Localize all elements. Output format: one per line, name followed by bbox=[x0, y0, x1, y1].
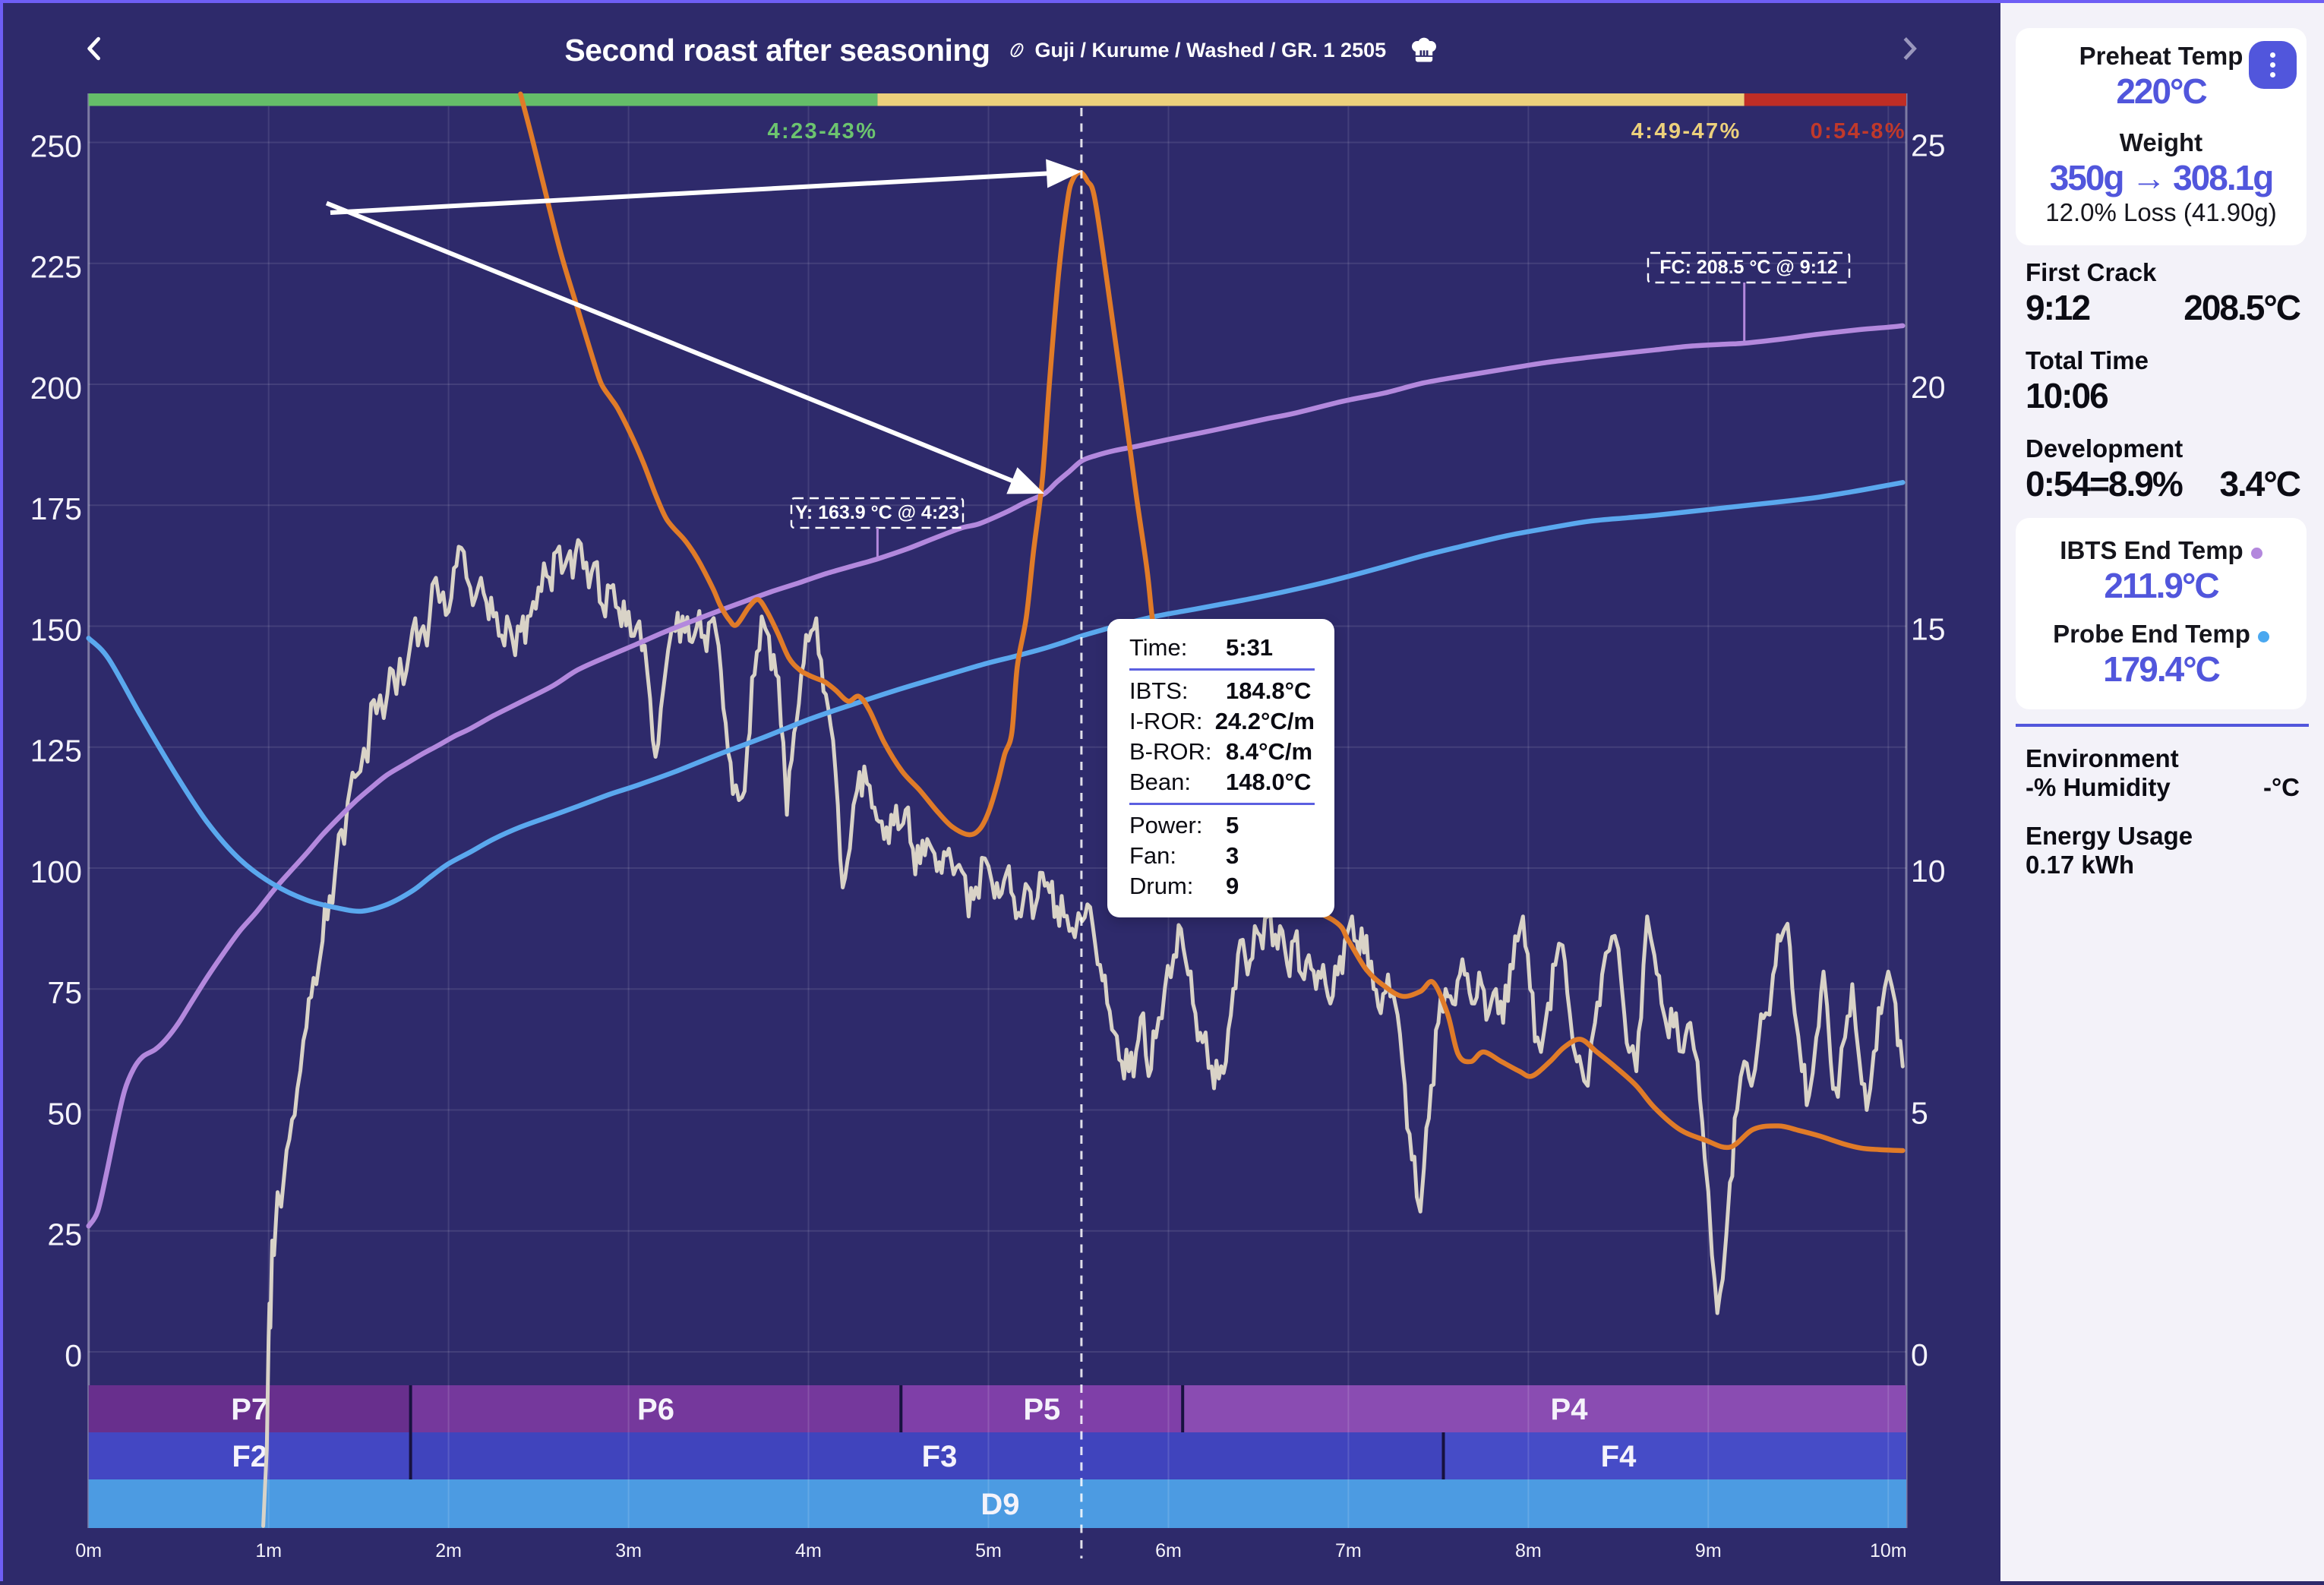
svg-text:20: 20 bbox=[1911, 370, 1946, 405]
svg-text:225: 225 bbox=[30, 250, 82, 285]
svg-text:15: 15 bbox=[1911, 611, 1946, 646]
svg-text:125: 125 bbox=[30, 734, 82, 769]
svg-text:4:23-43%: 4:23-43% bbox=[767, 119, 877, 144]
svg-text:0:54-8%: 0:54-8% bbox=[1811, 119, 1906, 144]
svg-text:8m: 8m bbox=[1515, 1540, 1542, 1561]
svg-text:2m: 2m bbox=[435, 1540, 462, 1561]
svg-text:F2: F2 bbox=[232, 1440, 267, 1473]
svg-text:10: 10 bbox=[1911, 854, 1946, 889]
svg-text:25: 25 bbox=[47, 1217, 82, 1252]
svg-text:175: 175 bbox=[30, 491, 82, 526]
svg-text:7m: 7m bbox=[1335, 1540, 1362, 1561]
svg-text:250: 250 bbox=[30, 128, 82, 163]
svg-text:1m: 1m bbox=[255, 1540, 282, 1561]
svg-text:P7: P7 bbox=[231, 1393, 268, 1426]
svg-text:50: 50 bbox=[47, 1096, 82, 1131]
svg-text:F4: F4 bbox=[1601, 1440, 1637, 1473]
svg-text:25: 25 bbox=[1911, 128, 1946, 163]
svg-text:6m: 6m bbox=[1155, 1540, 1182, 1561]
svg-text:150: 150 bbox=[30, 612, 82, 647]
svg-text:3m: 3m bbox=[615, 1540, 642, 1561]
svg-text:5m: 5m bbox=[975, 1540, 1002, 1561]
svg-text:0: 0 bbox=[1911, 1337, 1928, 1372]
svg-text:5: 5 bbox=[1911, 1095, 1928, 1130]
svg-text:75: 75 bbox=[47, 975, 82, 1010]
svg-text:F3: F3 bbox=[922, 1440, 958, 1473]
svg-text:9m: 9m bbox=[1695, 1540, 1722, 1561]
svg-text:0m: 0m bbox=[75, 1540, 102, 1561]
svg-text:4:49-47%: 4:49-47% bbox=[1631, 119, 1741, 144]
svg-text:10m: 10m bbox=[1870, 1540, 1907, 1561]
svg-text:4m: 4m bbox=[795, 1540, 822, 1561]
svg-text:P4: P4 bbox=[1551, 1393, 1589, 1426]
svg-text:P5: P5 bbox=[1023, 1393, 1060, 1426]
svg-text:P6: P6 bbox=[637, 1393, 674, 1426]
svg-text:0: 0 bbox=[65, 1338, 82, 1373]
svg-text:200: 200 bbox=[30, 371, 82, 406]
svg-text:D9: D9 bbox=[980, 1488, 1019, 1521]
svg-text:100: 100 bbox=[30, 854, 82, 889]
